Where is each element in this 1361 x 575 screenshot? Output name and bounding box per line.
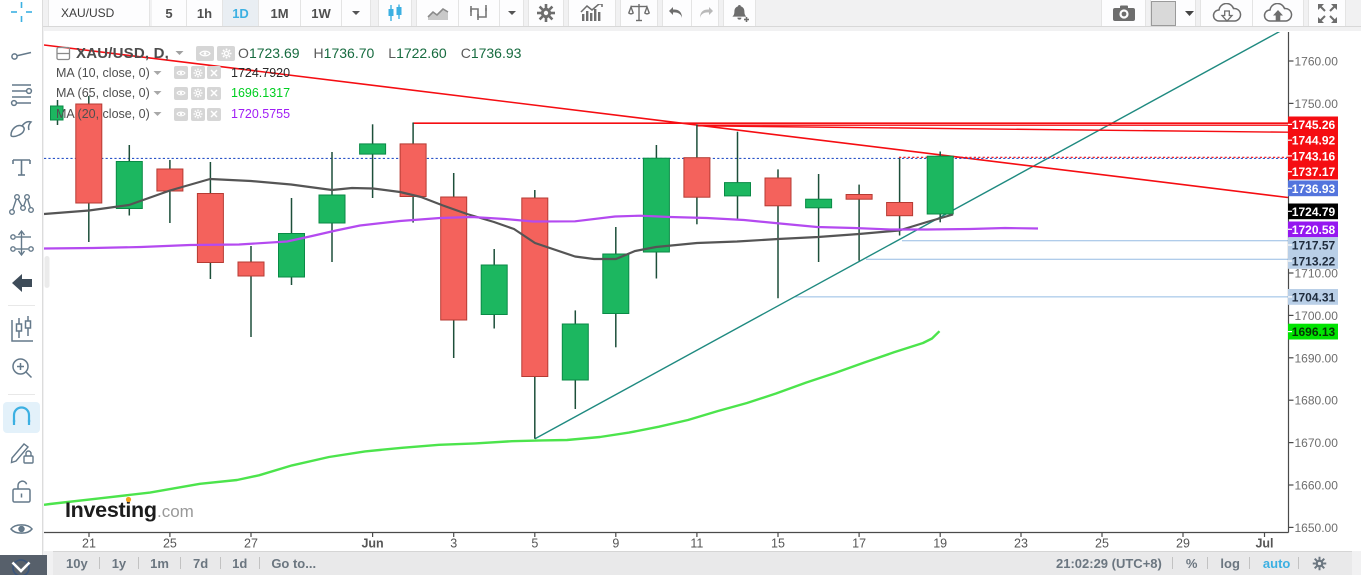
svg-text:15: 15 (771, 537, 785, 551)
svg-text:1750.00: 1750.00 (1295, 97, 1339, 111)
svg-text:29: 29 (1176, 537, 1190, 551)
svg-text:1736.93: 1736.93 (1292, 182, 1336, 196)
svg-text:1720.58: 1720.58 (1292, 223, 1336, 237)
svg-text:1696.13: 1696.13 (1292, 325, 1336, 339)
svg-text:19: 19 (933, 537, 947, 551)
svg-text:5: 5 (531, 537, 538, 551)
svg-text:1737.17: 1737.17 (1292, 165, 1336, 179)
svg-text:11: 11 (690, 537, 703, 551)
svg-text:Jul: Jul (1255, 537, 1273, 551)
svg-text:1744.92: 1744.92 (1292, 134, 1336, 148)
svg-text:1745.26: 1745.26 (1292, 118, 1336, 132)
svg-text:1650.00: 1650.00 (1295, 521, 1339, 535)
svg-text:1670.00: 1670.00 (1295, 436, 1339, 450)
svg-text:1717.57: 1717.57 (1292, 239, 1336, 253)
svg-text:1743.16: 1743.16 (1292, 149, 1336, 163)
svg-text:Investing: Investing (65, 498, 157, 522)
svg-text:23: 23 (1014, 537, 1028, 551)
svg-text:27: 27 (244, 537, 258, 551)
svg-text:Jun: Jun (361, 537, 383, 551)
svg-text:9: 9 (612, 537, 619, 551)
svg-text:21: 21 (82, 537, 96, 551)
svg-text:1760.00: 1760.00 (1295, 55, 1339, 69)
svg-text:1710.00: 1710.00 (1295, 267, 1339, 281)
svg-text:1660.00: 1660.00 (1295, 479, 1339, 493)
svg-text:.com: .com (157, 502, 194, 521)
svg-text:1713.22: 1713.22 (1292, 255, 1336, 269)
svg-text:17: 17 (852, 537, 866, 551)
svg-text:3: 3 (450, 537, 457, 551)
svg-text:1724.79: 1724.79 (1292, 205, 1336, 219)
svg-text:25: 25 (163, 537, 177, 551)
svg-text:25: 25 (1095, 537, 1109, 551)
svg-text:1700.00: 1700.00 (1295, 309, 1339, 323)
svg-text:1690.00: 1690.00 (1295, 351, 1339, 365)
svg-text:1704.31: 1704.31 (1292, 291, 1336, 305)
svg-text:1680.00: 1680.00 (1295, 394, 1339, 408)
